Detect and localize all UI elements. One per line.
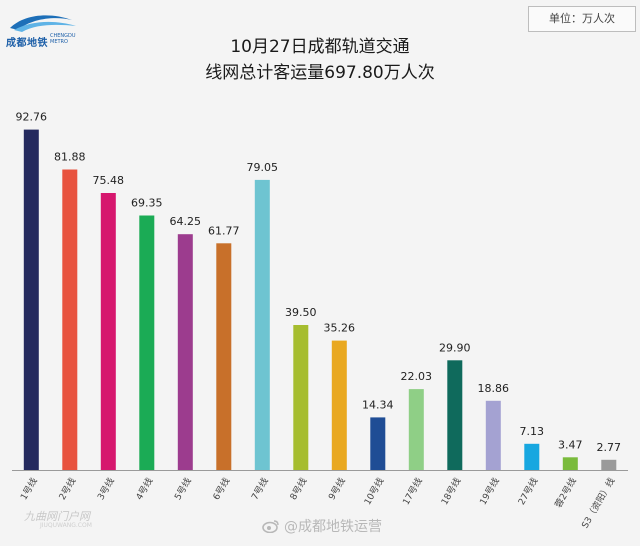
category-label-2: 2号线 <box>56 476 78 503</box>
watermark-site: 九曲网门户网 <box>24 510 90 523</box>
bar-1 <box>23 129 39 470</box>
category-label-10: 10号线 <box>361 476 386 508</box>
bar-6 <box>216 243 232 470</box>
bar-value-label-11: 22.03 <box>401 370 433 383</box>
bar-value-label-4: 69.35 <box>131 197 163 210</box>
bar-value-label-3: 75.48 <box>93 174 125 187</box>
bar-12 <box>447 360 463 470</box>
category-label-4: 4号线 <box>133 476 155 503</box>
bar-value-label-7: 79.05 <box>247 161 279 174</box>
chart-title-line-1: 10月27日成都轨道交通 <box>230 37 410 57</box>
bar-4 <box>139 215 155 470</box>
bar-10 <box>370 417 386 470</box>
bar-value-label-13: 18.86 <box>478 382 510 395</box>
bar-value-label-14: 7.13 <box>520 425 545 438</box>
category-label-7: 7号线 <box>249 476 271 503</box>
bar-9 <box>331 340 347 470</box>
weibo-account: @成都地铁运营 <box>284 519 382 535</box>
bar-5 <box>177 234 193 470</box>
bar-value-label-1: 92.76 <box>16 111 48 124</box>
chengdu-metro-logo: 成都地铁 CHENGDU METRO <box>6 10 86 50</box>
bar-15 <box>562 457 578 470</box>
unit-label: 单位：万人次 <box>528 6 636 32</box>
weibo-icon <box>262 520 279 533</box>
bar-value-label-15: 3.47 <box>558 438 583 451</box>
bar-value-label-2: 81.88 <box>54 151 86 164</box>
logo-chinese-name: 成都地铁 <box>6 38 48 49</box>
category-label-12: 18号线 <box>438 476 463 508</box>
category-label-1: 1号线 <box>18 476 40 503</box>
bar-11 <box>408 389 424 470</box>
bar-value-label-8: 39.50 <box>285 306 317 319</box>
category-label-9: 9号线 <box>326 476 348 503</box>
category-label-3: 3号线 <box>95 476 117 503</box>
logo-english-name: CHENGDU METRO <box>50 33 76 45</box>
chart-title-line-2: 线网总计客运量697.80万人次 <box>205 63 435 83</box>
bar-13 <box>485 400 501 470</box>
chart-title: 10月27日成都轨道交通 线网总计客运量697.80万人次 <box>120 34 520 86</box>
category-label-6: 6号线 <box>210 476 232 503</box>
bar-value-label-5: 64.25 <box>170 215 202 228</box>
weibo-watermark: @成都地铁运营 <box>262 516 382 536</box>
category-label-5: 5号线 <box>172 476 194 503</box>
bar-value-label-6: 61.77 <box>208 224 240 237</box>
bar-16 <box>601 459 617 470</box>
category-label-16: S3（资阳）线 <box>579 476 618 531</box>
metro-logo-swoosh-icon <box>10 15 76 32</box>
category-label-13: 19号线 <box>477 476 502 508</box>
category-label-8: 8号线 <box>287 476 309 503</box>
category-label-15: 蓉2号线 <box>552 476 579 510</box>
bar-2 <box>62 169 78 470</box>
category-label-11: 17号线 <box>400 476 425 508</box>
bar-7 <box>254 179 270 470</box>
bar-value-label-10: 14.34 <box>362 398 394 411</box>
bar-8 <box>293 325 309 470</box>
bar-value-label-9: 35.26 <box>324 322 356 335</box>
bar-3 <box>100 193 116 470</box>
watermark-site-sub: JIUQUWANG.COM <box>40 522 92 529</box>
bar-value-label-12: 29.90 <box>439 341 471 354</box>
bar-value-label-16: 2.77 <box>597 441 622 454</box>
category-label-14: 27号线 <box>515 476 540 508</box>
bar-14 <box>524 443 540 470</box>
